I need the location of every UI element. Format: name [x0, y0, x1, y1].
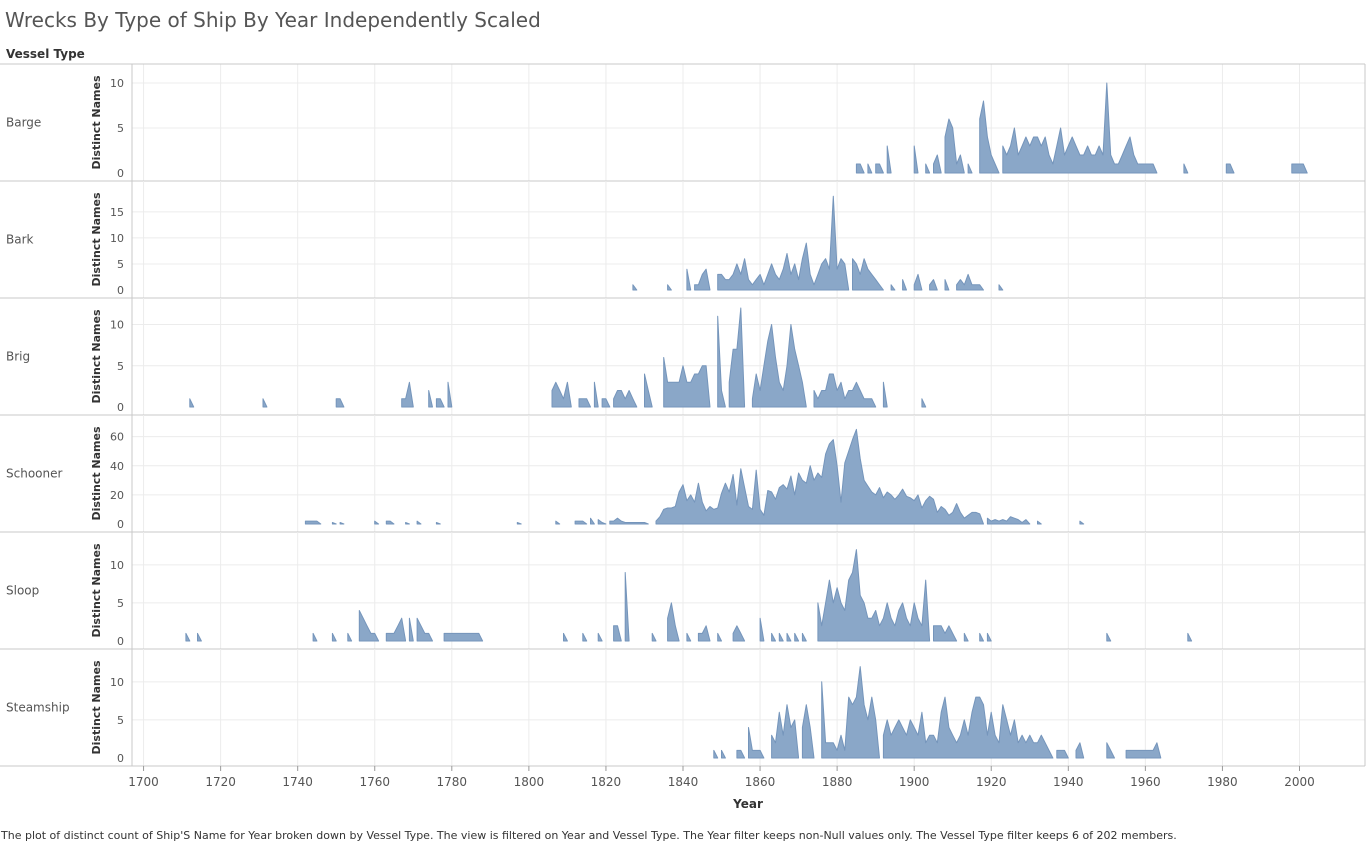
series-area-schooner — [304, 428, 1085, 525]
y-tick-label: 10 — [110, 232, 124, 245]
x-tick-label: 1780 — [437, 775, 468, 789]
panel-steamship: 0 5 10 Steamship Distinct Names — [0, 649, 1365, 767]
y-tick-label: 0 — [117, 167, 124, 180]
y-tick-label: 5 — [117, 258, 124, 271]
row-label-schooner: Schooner — [6, 467, 62, 481]
x-tick-label: 1840 — [668, 775, 699, 789]
x-tick-label: 1720 — [205, 775, 236, 789]
x-tick-label: 1980 — [1207, 775, 1238, 789]
y-tick-label: 5 — [117, 714, 124, 727]
x-tick-label: 1900 — [899, 775, 930, 789]
x-axis-title: Year — [732, 797, 763, 811]
y-tick-label: 5 — [117, 122, 124, 135]
panel-brig: 0 5 10 Brig Distinct Names — [0, 298, 1365, 416]
y-tick-label: 10 — [110, 319, 124, 332]
y-axis-title: Distinct Names — [90, 660, 103, 754]
series-area-steamship — [713, 666, 1162, 759]
x-tick-label: 1880 — [822, 775, 853, 789]
y-tick-label: 10 — [110, 676, 124, 689]
panel-schooner: 0 20 40 60 Schooner Distinct Names — [0, 415, 1365, 533]
series-area-bark — [632, 195, 1004, 291]
y-tick-label: 60 — [110, 431, 124, 444]
y-tick-label: 0 — [117, 518, 124, 531]
series-area-brig — [189, 307, 927, 408]
y-tick-label: 5 — [117, 360, 124, 373]
y-tick-label: 0 — [117, 752, 124, 765]
y-tick-label: 0 — [117, 401, 124, 414]
y-tick-label: 0 — [117, 635, 124, 648]
row-label-sloop: Sloop — [6, 584, 39, 598]
row-label-barge: Barge — [6, 116, 41, 130]
panel-sloop: 0 5 10 Sloop Distinct Names — [0, 532, 1365, 650]
x-axis: 1700 1720 1740 1760 1780 1800 1820 1840 1860 1880… — [128, 766, 1315, 789]
x-tick-label: 1700 — [128, 775, 159, 789]
y-tick-label: 15 — [110, 206, 124, 219]
chart-caption: The plot of distinct count of Ship'S Nam… — [1, 829, 1177, 842]
x-tick-label: 1800 — [514, 775, 545, 789]
y-axis-title: Distinct Names — [90, 426, 103, 520]
x-tick-label: 1960 — [1130, 775, 1161, 789]
x-tick-label: 1760 — [359, 775, 390, 789]
panel-bark: 0 5 10 15 Bark Distinct Names — [0, 181, 1365, 299]
x-tick-label: 1820 — [591, 775, 622, 789]
y-tick-label: 20 — [110, 489, 124, 502]
y-axis-title: Distinct Names — [90, 75, 103, 169]
x-tick-label: 1920 — [976, 775, 1007, 789]
y-axis-title: Distinct Names — [90, 543, 103, 637]
y-tick-label: 0 — [117, 284, 124, 297]
x-tick-label: 2000 — [1284, 775, 1315, 789]
row-label-brig: Brig — [6, 350, 30, 364]
y-axis-title: Distinct Names — [90, 192, 103, 286]
series-area-barge — [855, 82, 1308, 174]
series-area-sloop — [185, 549, 1193, 642]
row-header-label: Vessel Type — [6, 47, 85, 61]
x-tick-label: 1940 — [1053, 775, 1084, 789]
chart-title: Wrecks By Type of Ship By Year Independe… — [5, 8, 541, 32]
x-tick-label: 1740 — [282, 775, 313, 789]
y-tick-label: 10 — [110, 559, 124, 572]
y-tick-label: 10 — [110, 77, 124, 90]
panels: 0 5 10 Barge Distinct Names 0 5 10 15 Bark Distinc… — [0, 63, 1366, 767]
y-tick-label: 5 — [117, 597, 124, 610]
panel-barge: 0 5 10 Barge Distinct Names — [0, 63, 1365, 182]
row-label-bark: Bark — [6, 233, 34, 247]
y-axis-title: Distinct Names — [90, 309, 103, 403]
x-tick-label: 1860 — [745, 775, 776, 789]
y-tick-label: 40 — [110, 460, 124, 473]
row-label-steamship: Steamship — [6, 701, 70, 715]
